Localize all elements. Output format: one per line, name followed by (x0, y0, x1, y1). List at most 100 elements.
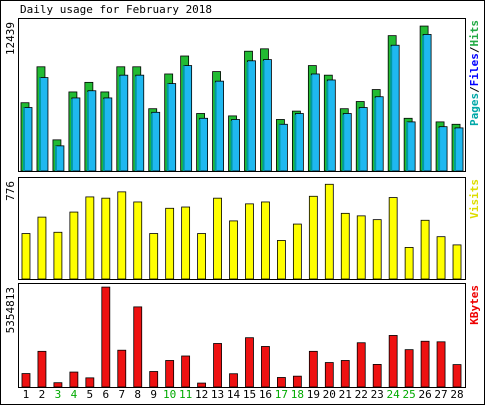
kbytes-bar-7 (117, 349, 127, 388)
files-bar-1 (23, 107, 33, 172)
x-tick-label-26: 26 (418, 388, 431, 401)
pages-bar-4 (70, 99, 73, 171)
pages-bar-8 (134, 76, 137, 171)
kbytes-bar-23 (372, 364, 382, 388)
pages-bar-27 (438, 127, 441, 171)
kbytes-bar-26 (420, 340, 430, 388)
visits-panel: 776 Visits (4, 177, 481, 280)
pages-bar-20 (326, 81, 329, 171)
x-tick-label-27: 27 (434, 388, 447, 401)
kbytes-bar-16 (261, 346, 270, 388)
x-axis-labels: 1 2 3 4 5 6 7 8 9 10 11 12 13 14 15 16 17 18 19 20 21 22 23 24 2… (23, 388, 464, 401)
kbytes-bar-2 (37, 350, 47, 388)
visits-bar-26 (420, 219, 430, 280)
visits-bar-12 (197, 233, 206, 280)
visits-bar-8 (133, 201, 143, 280)
kbytes-bar-19 (308, 350, 318, 388)
kbytes-bar-18 (292, 375, 302, 388)
files-bar-4 (71, 97, 81, 172)
kbytes-bar-9 (149, 371, 159, 388)
x-tick-label-11: 11 (179, 388, 192, 401)
files-bar-24 (390, 44, 400, 172)
kbytes-bar-1 (21, 373, 31, 388)
kbytes-legend-item-0: KBytes (468, 285, 481, 325)
files-bar-18 (294, 113, 304, 172)
visits-bar-5 (85, 196, 95, 280)
visits-bar-3 (53, 231, 63, 280)
x-tick-label-17: 17 (275, 388, 288, 401)
files-bar-8 (135, 74, 145, 172)
x-tick-label-1: 1 (23, 388, 30, 401)
visits-bar-16 (261, 201, 270, 280)
kbytes-bar-4 (69, 371, 79, 388)
x-tick-label-4: 4 (71, 388, 78, 401)
x-tick-label-22: 22 (355, 388, 368, 401)
visits-bar-18 (292, 223, 302, 280)
kbytes-bar-20 (324, 362, 334, 388)
files-bar-15 (247, 60, 256, 172)
kbytes-bar-21 (340, 360, 350, 388)
visits-bar-19 (308, 195, 318, 280)
visits-bar-27 (436, 236, 446, 280)
pages-bar-10 (166, 83, 169, 171)
x-tick-label-24: 24 (387, 388, 401, 401)
pages-bar-16 (262, 60, 265, 171)
x-tick-label-23: 23 (371, 388, 384, 401)
hits-legend-item-1: / (468, 86, 481, 93)
files-bar-27 (438, 126, 448, 172)
x-tick-label-16: 16 (259, 388, 272, 401)
pages-bar-23 (374, 97, 377, 171)
kbytes-legend: KBytes (468, 285, 481, 325)
visits-bar-7 (117, 191, 127, 280)
kbytes-ymax-label: 5354813 (4, 287, 17, 333)
files-bar-22 (358, 107, 368, 172)
files-bar-6 (103, 97, 113, 172)
pages-bar-12 (198, 119, 201, 171)
visits-bar-6 (101, 197, 111, 280)
kbytes-bar-10 (165, 360, 175, 388)
x-tick-label-14: 14 (227, 388, 241, 401)
kbytes-bar-22 (356, 342, 366, 388)
files-bar-17 (279, 123, 288, 172)
pages-bar-18 (294, 114, 297, 171)
visits-bar-11 (181, 206, 191, 280)
kbytes-bar-13 (213, 343, 222, 388)
x-tick-label-3: 3 (55, 388, 62, 401)
files-bar-12 (199, 117, 209, 172)
x-tick-label-19: 19 (307, 388, 320, 401)
files-bar-3 (55, 145, 65, 172)
visits-ymax-label: 776 (4, 181, 17, 201)
visits-bar-10 (165, 207, 175, 280)
visits-bar-1 (21, 233, 31, 280)
visits-bar-24 (388, 197, 398, 280)
pages-bar-22 (358, 108, 361, 171)
kbytes-bar-8 (133, 306, 143, 388)
pages-bar-17 (278, 124, 281, 171)
visits-bar-20 (324, 183, 334, 280)
kbytes-bar-28 (452, 364, 462, 388)
files-bar-9 (151, 111, 161, 172)
files-bar-13 (215, 80, 224, 172)
pages-bar-15 (246, 61, 249, 171)
kbytes-bar-15 (245, 337, 254, 388)
files-bar-23 (374, 96, 384, 172)
visits-bar-9 (149, 233, 159, 280)
kbytes-bar-5 (85, 377, 95, 388)
pages-bar-28 (454, 129, 457, 171)
files-bar-7 (119, 74, 129, 172)
files-bar-2 (39, 77, 49, 172)
x-tick-label-15: 15 (243, 388, 256, 401)
pages-bar-7 (118, 76, 121, 171)
pages-bar-13 (214, 82, 217, 171)
files-bar-26 (422, 34, 432, 172)
kbytes-bar-25 (404, 349, 414, 388)
visits-bar-14 (229, 220, 238, 280)
x-tick-label-5: 5 (87, 388, 94, 401)
visits-legend: Visits (468, 179, 481, 219)
visits-bar-17 (277, 240, 286, 280)
visits-bar-13 (213, 197, 222, 280)
kbytes-bar-14 (229, 373, 238, 388)
visits-bar-4 (69, 211, 79, 280)
x-tick-label-9: 9 (150, 388, 157, 401)
